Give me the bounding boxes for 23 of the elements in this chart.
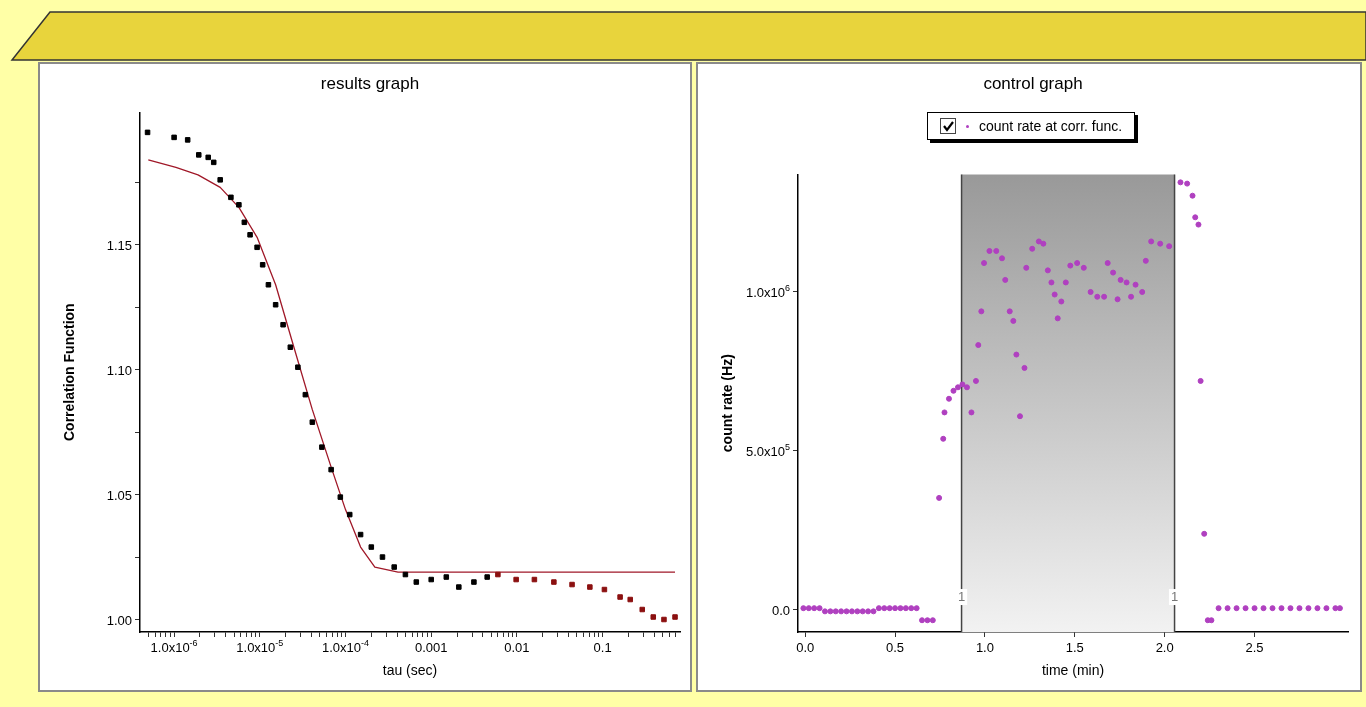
- x-tick-label: 0.0: [796, 640, 815, 655]
- y-axis-title: count rate (Hz): [719, 354, 736, 453]
- y-tick-label: 1.05: [106, 487, 133, 503]
- x-tick-label: 0.001: [414, 640, 448, 655]
- chart-title: results graph: [320, 73, 420, 93]
- x-tick-label: 2.0: [1155, 640, 1174, 655]
- x-axis-title: time (min): [1041, 662, 1105, 679]
- annotation: 1: [957, 588, 966, 604]
- x-tick-label: 0.5: [886, 640, 905, 655]
- chart-title: control graph: [983, 73, 1083, 93]
- legend-label: count rate at corr. func.: [979, 118, 1123, 134]
- y-tick-label: 1.15: [106, 237, 133, 253]
- x-tick-label: 2.5: [1245, 640, 1264, 655]
- y-axis-title: Correlation Function: [61, 303, 78, 442]
- y-tick-label: 1.10: [106, 362, 133, 378]
- annotation: 1: [1170, 588, 1179, 604]
- x-tick-label: 1.0: [975, 640, 994, 655]
- y-tick-label: 0.0: [771, 602, 791, 618]
- x-tick-label: 0.1: [593, 640, 612, 655]
- x-tick-label: 1.5: [1065, 640, 1084, 655]
- y-tick-label: 1.00: [106, 612, 133, 628]
- x-tick-label: 0.01: [504, 640, 530, 655]
- x-axis-title: tau (sec): [382, 662, 438, 679]
